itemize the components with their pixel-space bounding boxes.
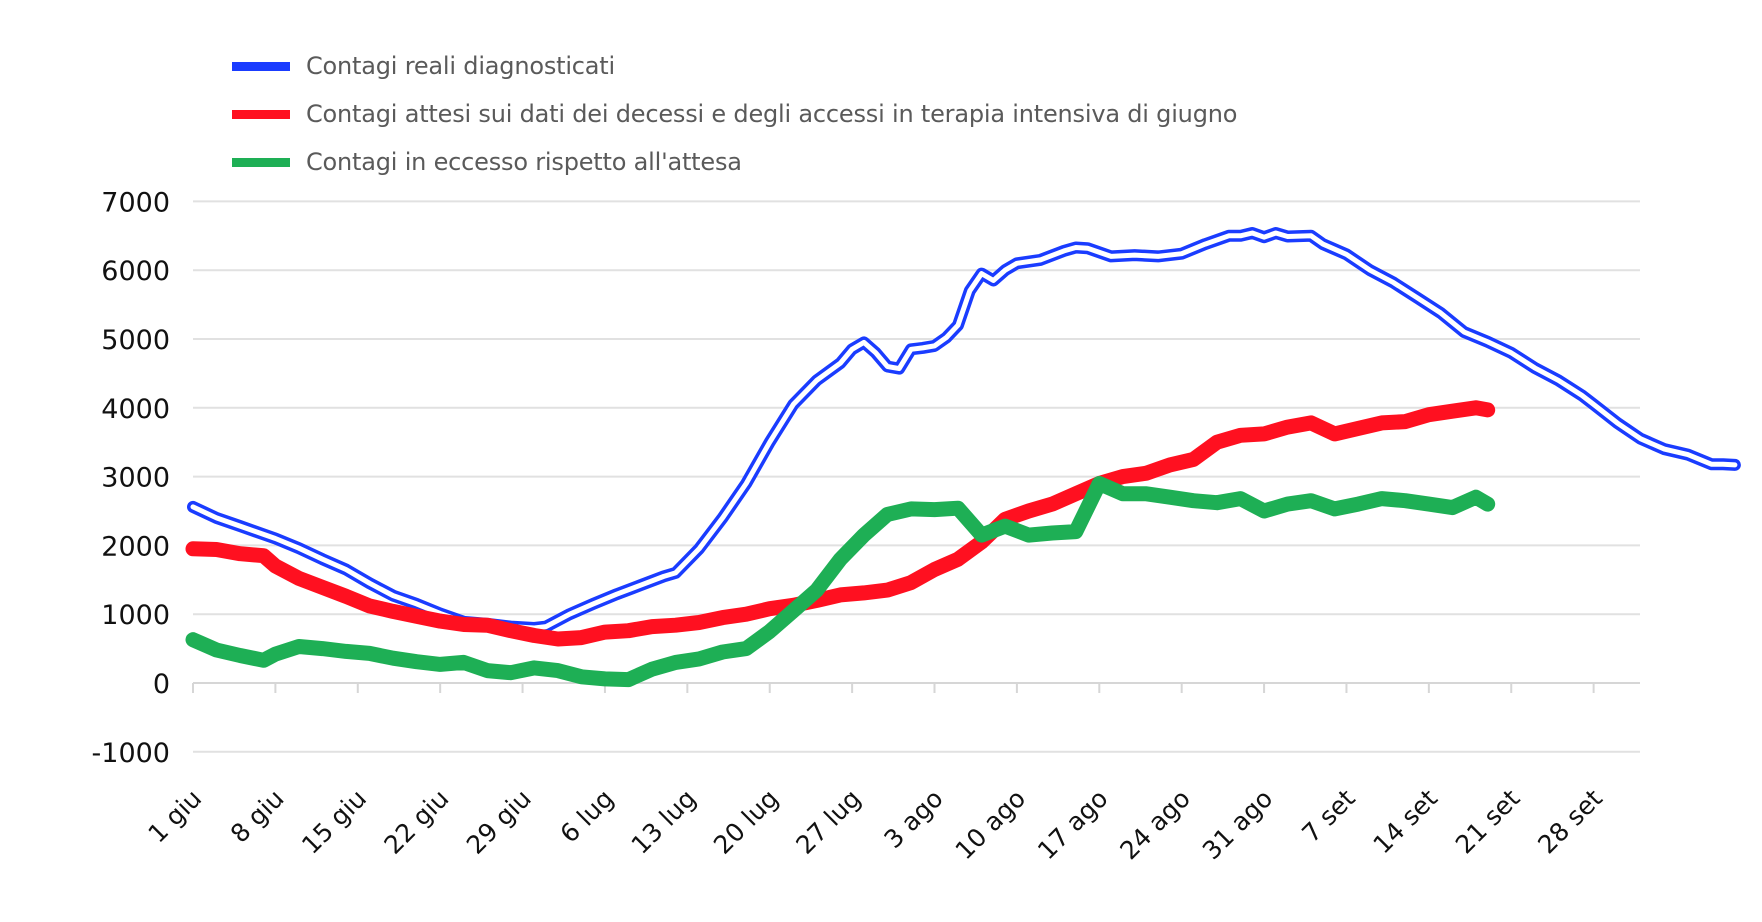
y-tick-label: 0 [153,669,170,700]
y-tick-label: 5000 [101,325,170,356]
series-line-eccesso [185,476,1496,688]
legend-item-green: Contagi in eccesso rispetto all'attesa [232,138,1237,186]
x-tick-label: 17 ago [1032,784,1113,865]
x-tick-label: 15 giu [296,784,372,860]
x-tick-label: 22 giu [378,784,454,860]
x-tick-label: 20 lug [708,784,784,860]
series-line-reali-outer [187,227,1741,634]
legend-swatch-blue [232,61,290,71]
x-tick-label: 27 lug [790,784,866,860]
x-tick-label: 7 set [1296,784,1361,849]
legend-label: Contagi attesi sui dati dei decessi e de… [306,100,1238,128]
x-tick-label: 10 ago [950,784,1031,865]
chart-legend: Contagi reali diagnosticati Contagi atte… [232,42,1237,186]
y-tick-label: 1000 [101,600,170,631]
y-axis: 7000 6000 5000 4000 3000 2000 1000 0 -1000 [92,187,170,768]
x-tick-label: 6 lug [554,784,619,849]
x-tick-label: 21 set [1450,784,1526,860]
y-tick-label: 2000 [101,531,170,562]
y-tick-label: 6000 [101,256,170,287]
x-tick-label: 28 set [1532,784,1608,860]
legend-swatch-green [232,157,290,167]
grid-layer [192,200,1640,753]
y-tick-label: 3000 [101,463,170,494]
y-tick-label: -1000 [92,738,170,769]
x-tick-label: 8 giu [225,784,290,849]
legend-item-blue: Contagi reali diagnosticati [232,42,1237,90]
legend-item-red: Contagi attesi sui dati dei decessi e de… [232,90,1237,138]
series-layer [185,227,1741,688]
x-tick-label: 1 giu [143,784,208,849]
legend-label: Contagi reali diagnosticati [306,52,615,80]
x-axis: 1 giu 8 giu 15 giu 22 giu 29 giu 6 lug 13 lug 2… [143,784,1608,866]
x-tick-label: 29 giu [461,784,537,860]
x-tick-label: 3 ago [879,784,949,854]
legend-swatch-red [232,109,290,119]
x-tick-label: 14 set [1367,784,1443,860]
x-tick-label: 13 lug [626,784,702,860]
y-tick-label: 7000 [101,187,170,218]
x-tick-label: 31 ago [1197,784,1278,865]
y-tick-label: 4000 [101,394,170,425]
legend-label: Contagi in eccesso rispetto all'attesa [306,148,742,176]
series-line-attesi [185,400,1496,647]
x-tick-label: 24 ago [1114,784,1195,865]
